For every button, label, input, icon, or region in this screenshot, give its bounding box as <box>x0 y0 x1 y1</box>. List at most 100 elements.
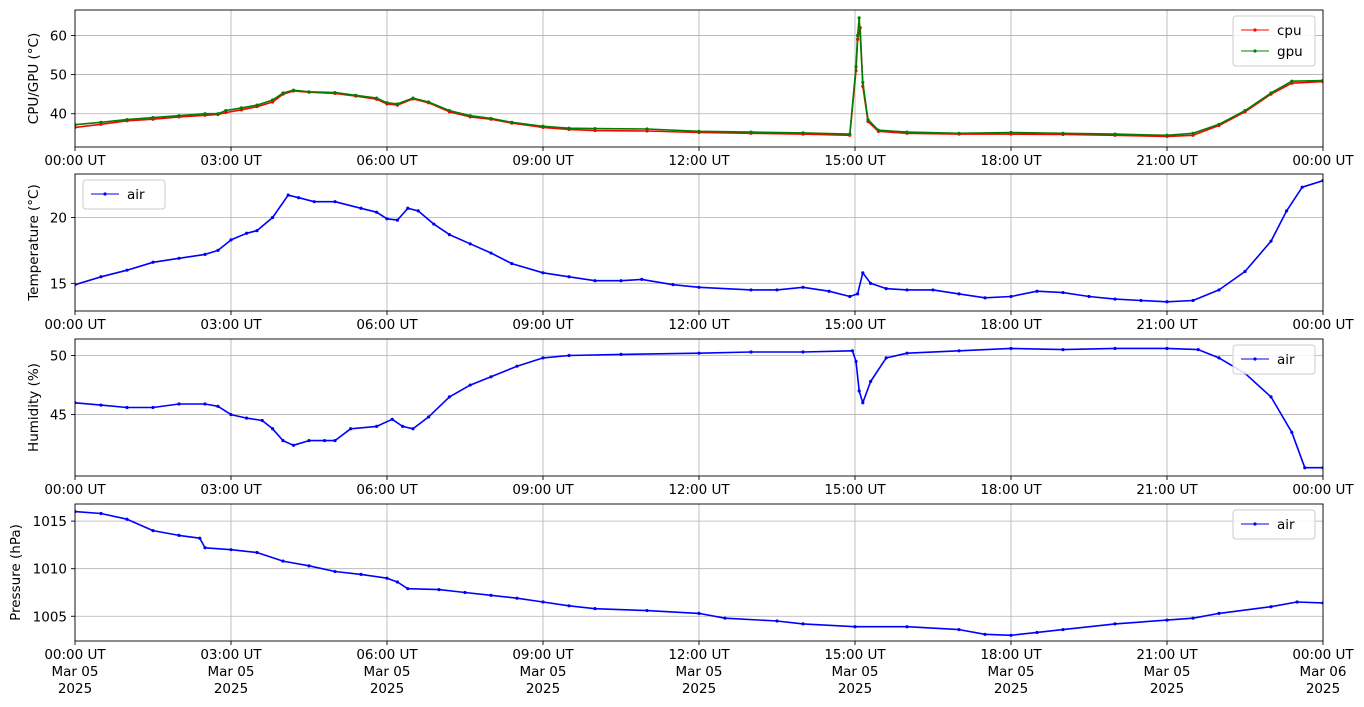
data-point-air <box>125 268 129 272</box>
data-point-gpu <box>848 132 852 136</box>
data-point-air <box>983 632 987 636</box>
data-point-gpu <box>489 116 493 121</box>
data-point-air <box>1285 209 1289 213</box>
data-point-gpu <box>125 118 129 122</box>
data-point-gpu <box>216 112 220 116</box>
data-point-air <box>1113 622 1117 626</box>
data-point-air <box>375 424 379 428</box>
legend-label-air: air <box>127 187 145 203</box>
data-point-air <box>1303 466 1307 470</box>
data-point-air <box>177 533 181 537</box>
x-tick-label: 00:00 UT <box>44 482 106 498</box>
data-point-air <box>307 564 311 568</box>
data-point-air <box>468 242 472 246</box>
data-point-gpu <box>333 90 337 95</box>
data-point-air <box>510 261 514 266</box>
data-point-air <box>697 285 701 289</box>
data-point-air <box>375 210 379 214</box>
subplot-3: 00:00 UT 03:00 UT 06:00 UT 09:00 UT 12:00 UT… <box>26 338 1354 498</box>
data-point-gpu <box>1009 130 1013 135</box>
data-point-air <box>1196 348 1200 352</box>
data-point-gpu <box>749 130 753 134</box>
y-axis-label: CPU/GPU (°C) <box>26 33 42 124</box>
data-point-gpu <box>510 120 514 124</box>
data-point-air <box>395 580 399 584</box>
y-axis-label: Humidity (%) <box>26 363 42 452</box>
data-point-air <box>125 405 129 410</box>
data-point-air <box>177 256 181 260</box>
data-point-air <box>203 252 207 256</box>
data-point-air <box>177 402 181 406</box>
data-point-gpu <box>1217 122 1221 126</box>
data-point-air <box>245 416 249 420</box>
subplot-4: 00:00 UT Mar 05 2025 03:00 UT Mar 05 2025 06:0… <box>8 503 1354 697</box>
y-tick-label: 50 <box>50 349 67 365</box>
data-point-air <box>281 559 285 563</box>
y-tick-label: 1005 <box>33 609 67 625</box>
data-point-gpu <box>957 131 961 135</box>
data-point-gpu <box>468 114 472 118</box>
legend-box <box>82 179 166 210</box>
data-point-air <box>1139 298 1143 303</box>
legend: cpu gpu <box>1232 15 1316 67</box>
data-point-air <box>323 438 327 443</box>
data-point-air <box>411 427 415 431</box>
data-point-air <box>1191 616 1195 620</box>
data-point-air <box>489 251 493 255</box>
data-point-gpu <box>427 100 431 104</box>
series-line-air <box>75 510 1323 637</box>
data-point-air <box>99 403 103 407</box>
data-point-gpu <box>1243 108 1247 113</box>
data-point-air <box>489 375 493 379</box>
data-point-air <box>854 359 858 364</box>
data-point-air <box>869 281 873 285</box>
legend-marker-air <box>1253 357 1257 361</box>
legend-label-air: air <box>1277 352 1295 368</box>
x-tick-label: 03:00 UT <box>200 317 262 333</box>
data-point-air <box>333 438 337 443</box>
data-point-air <box>593 607 597 611</box>
y-tick-label: 20 <box>50 210 67 226</box>
data-point-gpu <box>385 101 389 105</box>
data-point-gpu <box>801 131 805 135</box>
data-point-gpu <box>876 128 881 132</box>
data-point-air <box>1061 627 1065 632</box>
data-point-air <box>1300 185 1304 189</box>
data-point-gpu <box>255 103 259 107</box>
data-point-air <box>861 401 865 405</box>
data-point-air <box>1165 618 1169 622</box>
data-point-air <box>1061 290 1065 295</box>
data-point-gpu <box>856 33 860 38</box>
data-point-air <box>307 438 311 443</box>
y-tick-label: 50 <box>50 68 67 84</box>
x-tick-label: 15:00 UT Mar 05 2025 <box>824 647 886 697</box>
y-tick-label: 1015 <box>33 514 67 530</box>
data-point-gpu <box>307 90 311 94</box>
data-point-air <box>567 604 571 608</box>
x-tick-label: 03:00 UT <box>200 482 262 498</box>
data-point-air <box>541 356 545 360</box>
y-tick-label: 15 <box>50 276 67 292</box>
x-tick-label: 15:00 UT <box>824 482 886 498</box>
data-point-gpu <box>411 96 415 100</box>
x-tick-label: 09:00 UT <box>512 153 574 169</box>
data-point-gpu <box>291 88 295 92</box>
data-point-gpu <box>239 106 243 110</box>
data-point-air <box>198 536 202 540</box>
x-tick-label: 00:00 UT <box>1292 153 1354 169</box>
legend-box <box>1232 15 1316 67</box>
subplot-1: 00:00 UT 03:00 UT 06:00 UT 09:00 UT 12:00 UT… <box>26 9 1354 169</box>
x-tick-label: 21:00 UT <box>1136 482 1198 498</box>
x-tick-label: 09:00 UT <box>512 317 574 333</box>
data-point-air <box>385 576 389 580</box>
data-point-air <box>1113 346 1117 351</box>
data-point-air <box>1269 395 1273 399</box>
data-point-air <box>260 418 264 423</box>
data-point-air <box>619 352 623 356</box>
data-point-gpu <box>567 126 571 130</box>
data-point-air <box>640 277 644 281</box>
x-tick-label: 21:00 UT <box>1136 153 1198 169</box>
data-point-air <box>447 232 451 237</box>
data-point-air <box>1009 294 1013 299</box>
